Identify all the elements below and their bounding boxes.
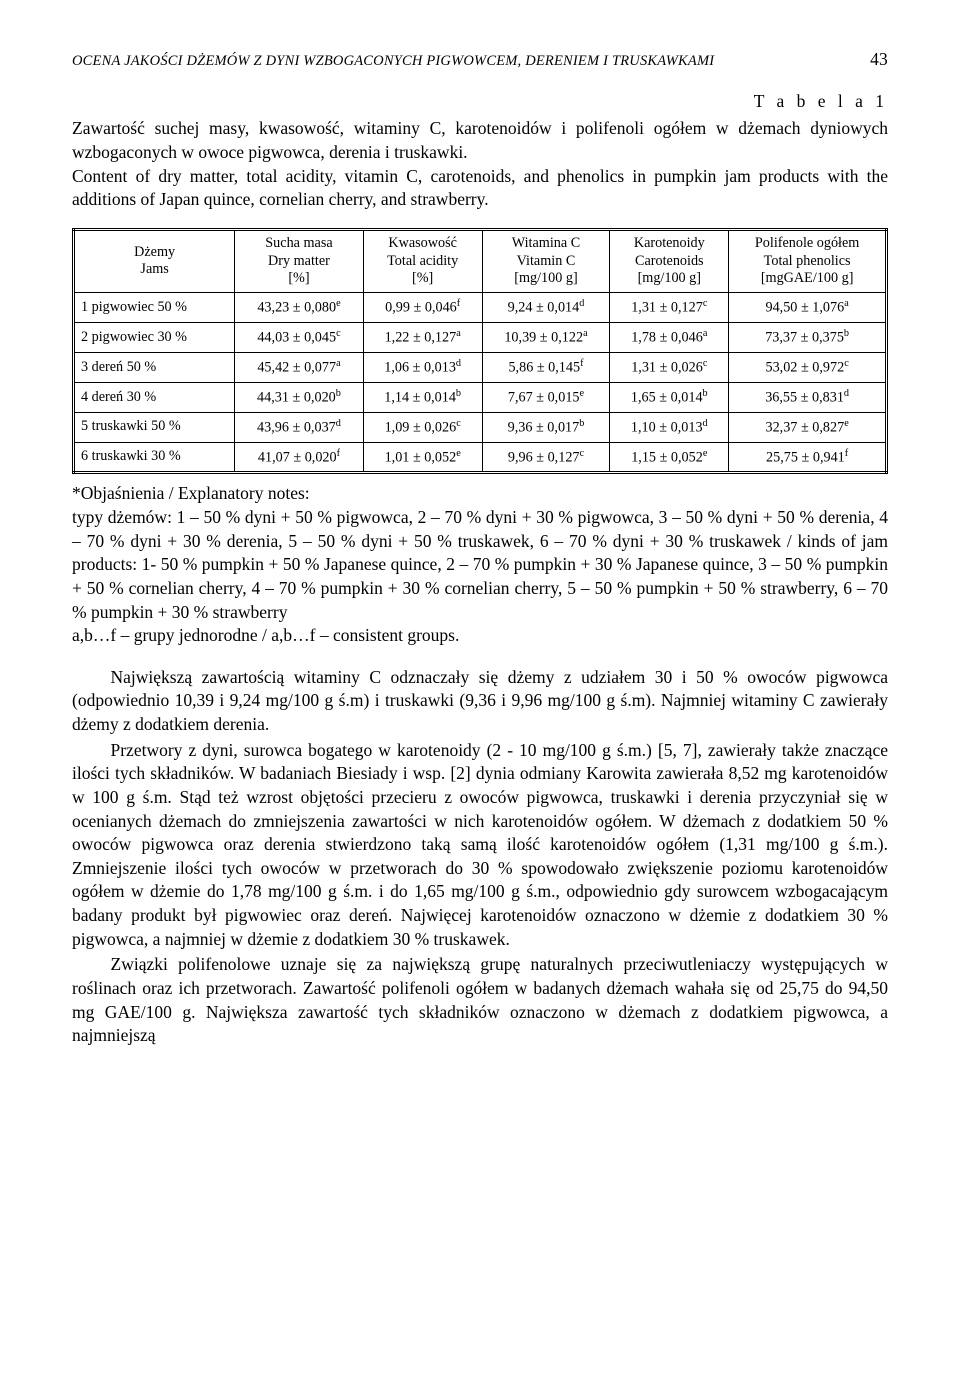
table-caption-en: Content of dry matter, total acidity, vi…	[72, 166, 888, 210]
row-label: 1 pigwowiec 50 %	[74, 293, 235, 323]
data-cell: 1,31 ± 0,026c	[610, 352, 729, 382]
table-header-cell: KarotenoidyCarotenoids[mg/100 g]	[610, 229, 729, 292]
data-cell: 1,06 ± 0,013d	[363, 352, 482, 382]
data-cell: 7,67 ± 0,015e	[482, 382, 610, 412]
row-label: 2 pigwowiec 30 %	[74, 322, 235, 352]
data-cell: 1,15 ± 0,052e	[610, 442, 729, 473]
body-paragraph: Największą zawartością witaminy C odznac…	[72, 666, 888, 737]
data-cell: 43,23 ± 0,080e	[235, 293, 364, 323]
data-cell: 41,07 ± 0,020f	[235, 442, 364, 473]
table-row: 6 truskawki 30 %41,07 ± 0,020f1,01 ± 0,0…	[74, 442, 887, 473]
table-row: 1 pigwowiec 50 %43,23 ± 0,080e0,99 ± 0,0…	[74, 293, 887, 323]
running-header: OCENA JAKOŚCI DŻEMÓW Z DYNI WZBOGACONYCH…	[72, 48, 888, 72]
row-label: 3 dereń 50 %	[74, 352, 235, 382]
row-label: 5 truskawki 50 %	[74, 412, 235, 442]
page-number: 43	[870, 48, 888, 72]
data-cell: 1,09 ± 0,026c	[363, 412, 482, 442]
table-notes: *Objaśnienia / Explanatory notes: typy d…	[72, 482, 888, 647]
data-cell: 45,42 ± 0,077a	[235, 352, 364, 382]
table-row: 5 truskawki 50 %43,96 ± 0,037d1,09 ± 0,0…	[74, 412, 887, 442]
table-body: 1 pigwowiec 50 %43,23 ± 0,080e0,99 ± 0,0…	[74, 293, 887, 473]
table-header-cell: DżemyJams	[74, 229, 235, 292]
table-header-cell: Sucha masaDry matter[%]	[235, 229, 364, 292]
data-cell: 32,37 ± 0,827e	[729, 412, 887, 442]
data-cell: 43,96 ± 0,037d	[235, 412, 364, 442]
table-head: DżemyJamsSucha masaDry matter[%]Kwasowoś…	[74, 229, 887, 292]
body-paragraph: Związki polifenolowe uznaje się za najwi…	[72, 953, 888, 1048]
data-cell: 10,39 ± 0,122a	[482, 322, 610, 352]
data-cell: 1,14 ± 0,014b	[363, 382, 482, 412]
running-header-title: OCENA JAKOŚCI DŻEMÓW Z DYNI WZBOGACONYCH…	[72, 52, 714, 72]
data-cell: 5,86 ± 0,145f	[482, 352, 610, 382]
table-row: 4 dereń 30 %44,31 ± 0,020b1,14 ± 0,014b7…	[74, 382, 887, 412]
data-cell: 1,31 ± 0,127c	[610, 293, 729, 323]
data-cell: 9,24 ± 0,014d	[482, 293, 610, 323]
data-cell: 44,03 ± 0,045c	[235, 322, 364, 352]
data-cell: 1,01 ± 0,052e	[363, 442, 482, 473]
notes-body: typy dżemów: 1 – 50 % dyni + 50 % pigwow…	[72, 507, 888, 622]
data-cell: 44,31 ± 0,020b	[235, 382, 364, 412]
body-text: Największą zawartością witaminy C odznac…	[72, 666, 888, 1048]
notes-heading: *Objaśnienia / Explanatory notes:	[72, 483, 310, 503]
notes-groups: a,b…f – grupy jednorodne / a,b…f – consi…	[72, 625, 459, 645]
table-row: 3 dereń 50 %45,42 ± 0,077a1,06 ± 0,013d5…	[74, 352, 887, 382]
table-header-cell: KwasowośćTotal acidity[%]	[363, 229, 482, 292]
data-cell: 1,78 ± 0,046a	[610, 322, 729, 352]
data-cell: 73,37 ± 0,375b	[729, 322, 887, 352]
body-paragraph: Przetwory z dyni, surowca bogatego w kar…	[72, 739, 888, 952]
data-cell: 1,22 ± 0,127a	[363, 322, 482, 352]
table-header-cell: Witamina CVitamin C[mg/100 g]	[482, 229, 610, 292]
data-cell: 53,02 ± 0,972c	[729, 352, 887, 382]
data-table: DżemyJamsSucha masaDry matter[%]Kwasowoś…	[72, 228, 888, 475]
data-cell: 25,75 ± 0,941f	[729, 442, 887, 473]
data-cell: 36,55 ± 0,831d	[729, 382, 887, 412]
row-label: 6 truskawki 30 %	[74, 442, 235, 473]
row-label: 4 dereń 30 %	[74, 382, 235, 412]
table-caption-pl: Zawartość suchej masy, kwasowość, witami…	[72, 118, 888, 162]
table-label: T a b e l a 1	[72, 90, 888, 114]
data-cell: 94,50 ± 1,076a	[729, 293, 887, 323]
data-cell: 9,36 ± 0,017b	[482, 412, 610, 442]
data-cell: 0,99 ± 0,046f	[363, 293, 482, 323]
table-row: 2 pigwowiec 30 %44,03 ± 0,045c1,22 ± 0,1…	[74, 322, 887, 352]
table-header-cell: Polifenole ogółemTotal phenolics[mgGAE/1…	[729, 229, 887, 292]
data-cell: 1,10 ± 0,013d	[610, 412, 729, 442]
table-caption: Zawartość suchej masy, kwasowość, witami…	[72, 117, 888, 212]
data-cell: 9,96 ± 0,127c	[482, 442, 610, 473]
data-cell: 1,65 ± 0,014b	[610, 382, 729, 412]
